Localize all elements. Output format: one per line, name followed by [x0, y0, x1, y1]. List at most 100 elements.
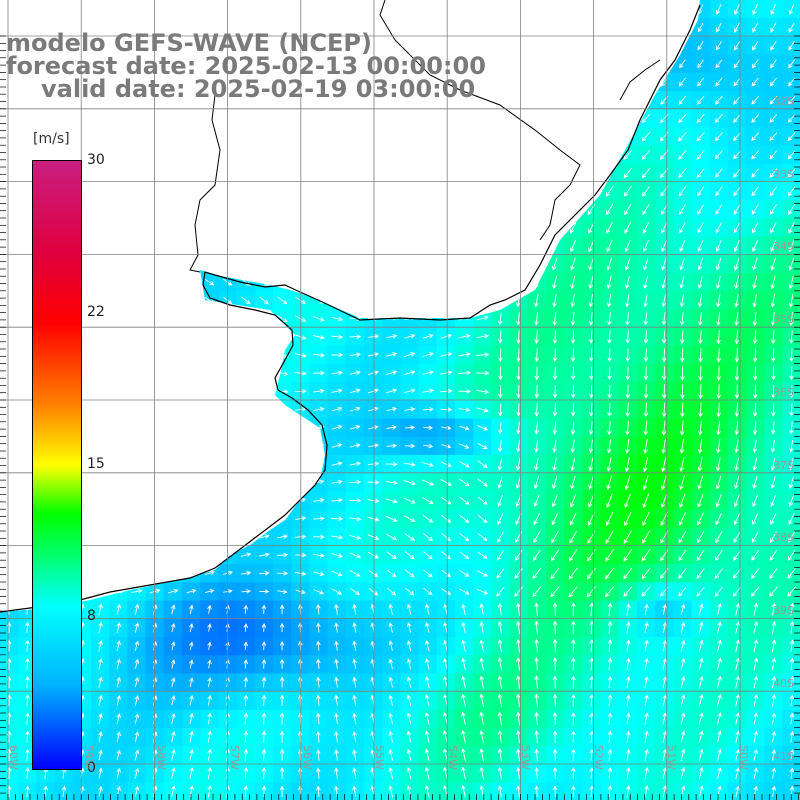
wind-arrow — [331, 352, 344, 358]
wind-arrow — [279, 640, 285, 651]
wind-arrow — [388, 658, 394, 670]
wind-arrow — [788, 531, 796, 544]
wind-arrow — [660, 512, 668, 526]
wind-arrow — [771, 694, 777, 707]
wind-arrow — [189, 659, 194, 669]
wind-arrow — [770, 494, 777, 507]
wind-arrow — [734, 384, 740, 400]
wind-arrow — [352, 785, 357, 798]
wind-arrow — [532, 568, 542, 580]
wind-arrow — [116, 640, 121, 652]
wind-arrow — [787, 168, 796, 178]
wind-arrow — [625, 730, 631, 743]
wind-arrow — [331, 316, 344, 322]
wind-arrow — [789, 602, 795, 616]
wind-arrow — [440, 370, 453, 375]
lat-label: 35S — [773, 313, 794, 326]
wind-arrow — [331, 443, 343, 448]
wind-arrow — [644, 603, 649, 615]
wind-arrow — [643, 402, 649, 418]
wind-arrow — [661, 294, 667, 308]
wind-arrow — [367, 370, 380, 375]
wind-arrow — [461, 657, 466, 671]
lon-label: 54W — [446, 745, 459, 770]
wind-arrow — [441, 444, 452, 449]
wind-arrow — [189, 604, 194, 614]
wind-arrow — [607, 620, 613, 634]
lat-label: 39S — [773, 604, 794, 617]
wind-arrow — [25, 639, 30, 652]
wind-arrow — [789, 730, 795, 743]
wind-arrow — [441, 532, 452, 542]
wind-arrow — [644, 766, 649, 780]
wind-arrow — [116, 731, 121, 743]
wind-arrow — [771, 384, 776, 399]
wind-arrow — [662, 676, 668, 689]
wind-arrow — [586, 586, 597, 598]
wind-arrow — [788, 239, 795, 253]
wind-arrow — [588, 239, 595, 253]
wind-arrow — [440, 333, 453, 339]
wind-arrow — [571, 785, 576, 798]
wind-arrow — [733, 257, 740, 271]
wind-arrow — [735, 675, 740, 689]
wind-arrow — [787, 114, 796, 123]
wind-arrow — [259, 570, 270, 576]
wind-arrow — [680, 712, 686, 725]
wind-arrow — [98, 621, 103, 634]
wind-arrow — [641, 167, 651, 179]
wind-arrow — [697, 294, 703, 308]
wind-arrow — [349, 498, 362, 503]
wind-arrow — [188, 641, 194, 650]
wind-arrow — [789, 657, 795, 671]
wind-arrow — [243, 730, 249, 743]
wind-arrow — [716, 311, 721, 326]
wind-arrow — [570, 348, 576, 363]
wind-arrow — [386, 425, 397, 430]
wind-arrow — [334, 640, 339, 651]
wind-arrow — [516, 785, 521, 798]
wind-arrow — [696, 586, 705, 597]
wind-arrow — [406, 748, 412, 762]
wind-arrow — [642, 221, 650, 234]
wind-arrow — [788, 3, 795, 15]
colorbar-tick-8: 8 — [87, 608, 96, 624]
wind-arrow — [134, 603, 140, 615]
wind-arrow — [770, 257, 776, 271]
wind-arrow — [98, 694, 103, 706]
wind-arrow — [514, 586, 523, 597]
wind-arrow — [733, 476, 740, 490]
wind-arrow — [404, 462, 416, 467]
wind-arrow — [440, 496, 452, 505]
wind-arrow — [714, 586, 724, 597]
wind-arrow — [204, 570, 215, 576]
wind-arrow — [770, 3, 777, 15]
wind-arrow — [295, 534, 307, 540]
wind-arrow — [624, 511, 632, 527]
wind-arrow — [477, 442, 488, 449]
wind-arrow — [570, 239, 577, 253]
wind-arrow — [788, 494, 795, 507]
wind-arrow — [589, 385, 594, 399]
wind-arrow — [733, 59, 741, 69]
wind-arrow — [316, 603, 321, 615]
wind-arrow — [715, 77, 723, 87]
wind-arrow — [534, 656, 539, 671]
wind-arrow — [477, 460, 488, 468]
wind-arrow — [661, 258, 667, 271]
wind-arrow — [207, 641, 212, 650]
wind-arrow — [479, 766, 485, 780]
wind-arrow — [461, 639, 466, 652]
wind-arrow — [697, 438, 703, 454]
wind-arrow — [534, 711, 539, 726]
wind-arrow — [189, 767, 194, 780]
wind-arrow — [733, 150, 741, 160]
wind-arrow — [607, 730, 613, 743]
wind-arrow — [279, 730, 285, 743]
wind-arrow — [662, 730, 668, 743]
wind-arrow — [589, 602, 595, 617]
wind-arrow — [349, 552, 361, 559]
wind-arrow — [643, 330, 649, 344]
wind-arrow — [770, 513, 777, 526]
wind-arrow — [680, 384, 685, 400]
